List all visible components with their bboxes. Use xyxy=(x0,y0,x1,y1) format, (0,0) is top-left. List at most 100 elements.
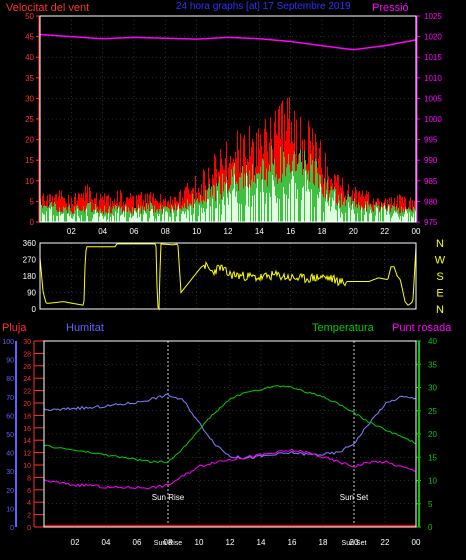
y-tick-label-pressure: 990 xyxy=(424,156,438,165)
y-tick-label-temperature: 5 xyxy=(428,500,433,509)
x-tick-label: 06 xyxy=(133,538,142,547)
legend-dewpoint: Punt rosada xyxy=(392,322,452,334)
y-tick-label-wind: 0 xyxy=(30,218,35,227)
humidity-line xyxy=(43,393,417,460)
y-tick-label-pressure: 980 xyxy=(424,197,438,206)
x-tick-label: 10 xyxy=(192,227,201,236)
y-tick-label-rain: 24 xyxy=(23,376,31,383)
y-tick-label-pressure: 985 xyxy=(424,177,438,186)
x-tick-label: 18 xyxy=(319,538,328,547)
y-tick-label-wind: 50 xyxy=(25,12,34,21)
y-tick-label-rain: 28 xyxy=(23,351,31,358)
y-tick-label-humidity: 50 xyxy=(6,432,14,439)
y-tick-label-rain: 10 xyxy=(23,463,31,470)
y-tick-label-rain: 8 xyxy=(27,475,31,482)
y-tick-label-direction: 360 xyxy=(23,239,37,248)
y-tick-label-humidity: 40 xyxy=(6,451,14,458)
x-tick-label: 14 xyxy=(257,538,266,547)
y-tick-label-rain: 0 xyxy=(27,525,31,532)
legend-humidity: Humitat xyxy=(66,322,104,334)
compass-label: W xyxy=(435,255,446,267)
y-tick-label-temperature: 40 xyxy=(428,337,437,346)
x-tick-label: 08 xyxy=(164,538,173,547)
y-tick-label-rain: 30 xyxy=(23,339,31,346)
wind-direction-line xyxy=(39,243,417,311)
y-tick-label-humidity: 80 xyxy=(6,376,14,383)
sun-event-axis-label: Sun Rise xyxy=(154,540,183,547)
direction-plot-frame xyxy=(39,242,417,310)
x-tick-label: 06 xyxy=(130,227,139,236)
y-tick-label-direction: 270 xyxy=(23,256,37,265)
y-tick-label-pressure: 1020 xyxy=(424,33,442,42)
x-tick-label: 00 xyxy=(412,227,421,236)
y-tick-label-direction: 0 xyxy=(32,305,37,314)
y-tick-label-humidity: 60 xyxy=(6,413,14,420)
y-tick-label-humidity: 10 xyxy=(6,506,14,513)
x-tick-label: 04 xyxy=(98,227,107,236)
y-tick-label-wind: 25 xyxy=(25,115,34,124)
y-tick-label-rain: 4 xyxy=(27,500,31,507)
y-tick-label-temperature: 0 xyxy=(428,523,433,532)
y-tick-label-humidity: 70 xyxy=(6,395,14,402)
y-tick-label-rain: 14 xyxy=(23,438,31,445)
x-tick-label: 12 xyxy=(226,538,235,547)
y-tick-label-temperature: 35 xyxy=(428,360,437,369)
y-tick-label-wind: 15 xyxy=(25,156,34,165)
y-tick-label-humidity: 30 xyxy=(6,469,14,476)
x-tick-label: 02 xyxy=(71,538,80,547)
compass-label: N xyxy=(436,238,444,250)
y-tick-label-pressure: 1000 xyxy=(424,115,442,124)
y-tick-label-rain: 12 xyxy=(23,451,31,458)
compass-label: E xyxy=(436,288,443,300)
x-tick-label: 22 xyxy=(381,538,390,547)
x-tick-label: 00 xyxy=(412,538,421,547)
y-tick-label-wind: 40 xyxy=(25,53,34,62)
chart-date-title: 24 hora graphs [at] 17 Septembre 2019 xyxy=(176,1,351,12)
y-tick-label-wind: 5 xyxy=(30,197,35,206)
x-tick-label: 16 xyxy=(286,227,295,236)
y-tick-label-rain: 18 xyxy=(23,413,31,420)
humidity-plot-frame xyxy=(43,340,417,528)
x-tick-label: 02 xyxy=(67,227,76,236)
humidity-temperature-chart: 0102030405060708090100024681012141618202… xyxy=(2,337,437,547)
x-tick-label: 14 xyxy=(255,227,264,236)
y-tick-label-rain: 6 xyxy=(27,488,31,495)
y-tick-label-pressure: 1015 xyxy=(424,53,442,62)
y-tick-label-pressure: 1010 xyxy=(424,74,442,83)
compass-label: N xyxy=(436,304,444,316)
y-tick-label-temperature: 30 xyxy=(428,384,437,393)
y-tick-label-pressure: 1005 xyxy=(424,94,442,103)
pressure-axis-title: Pressió xyxy=(372,2,409,14)
wind-axis-title: Velocitat del vent xyxy=(6,2,89,14)
y-tick-label-pressure: 995 xyxy=(424,136,438,145)
y-tick-label-rain: 20 xyxy=(23,401,31,408)
y-tick-label-wind: 45 xyxy=(25,33,34,42)
y-tick-label-humidity: 100 xyxy=(2,339,14,346)
pressure-line xyxy=(39,33,417,51)
y-tick-label-temperature: 25 xyxy=(428,407,437,416)
y-tick-label-pressure: 975 xyxy=(424,218,438,227)
dewpoint-line xyxy=(43,448,417,490)
x-tick-label: 16 xyxy=(288,538,297,547)
y-tick-label-humidity: 0 xyxy=(10,525,14,532)
y-tick-label-humidity: 20 xyxy=(6,488,14,495)
compass-label: S xyxy=(436,271,443,283)
temperature-line xyxy=(43,385,417,464)
wind-pressure-chart: 0510152025303540455097598098599099510001… xyxy=(25,12,442,236)
x-tick-label: 22 xyxy=(380,227,389,236)
sun-event-label: Sun Rise xyxy=(152,493,185,502)
x-tick-label: 08 xyxy=(161,227,170,236)
sun-event-label: Sun Set xyxy=(340,493,369,502)
wind-plot-frame xyxy=(39,15,417,223)
y-tick-label-wind: 10 xyxy=(25,177,34,186)
y-tick-label-wind: 35 xyxy=(25,74,34,83)
y-tick-label-wind: 30 xyxy=(25,94,34,103)
x-tick-label: 20 xyxy=(350,538,359,547)
x-tick-label: 04 xyxy=(102,538,111,547)
y-tick-label-temperature: 15 xyxy=(428,453,437,462)
y-tick-label-direction: 180 xyxy=(23,272,37,281)
y-tick-label-rain: 22 xyxy=(23,389,31,396)
x-tick-label: 10 xyxy=(195,538,204,547)
